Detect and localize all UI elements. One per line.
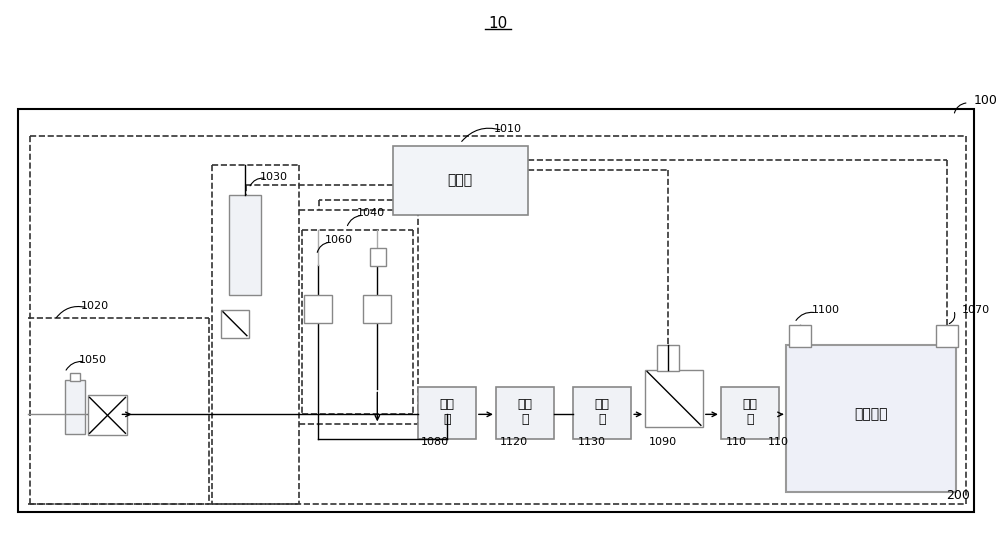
Text: 混合: 混合 [440,398,455,411]
Bar [363,295,391,323]
Text: 器: 器 [521,413,528,426]
Text: 1040: 1040 [357,208,385,218]
Text: 110: 110 [726,437,747,447]
Bar [657,345,679,371]
Bar [229,195,261,295]
Text: 1130: 1130 [577,437,605,447]
Bar [88,395,127,436]
Text: 1050: 1050 [79,354,107,365]
Bar [936,325,958,347]
Text: 1060: 1060 [324,235,352,245]
Text: 1090: 1090 [649,437,677,447]
Bar [786,345,956,492]
Bar [393,146,528,215]
Text: 器: 器 [443,413,451,426]
Text: 1120: 1120 [500,437,528,447]
Bar [65,380,85,434]
Bar [573,387,631,439]
Bar [789,325,811,347]
Bar [70,373,80,380]
Text: 冷却: 冷却 [595,398,610,411]
Bar [370,248,386,266]
Bar [304,295,332,323]
Text: 10: 10 [488,16,507,31]
Text: 动力装置: 动力装置 [854,407,888,421]
Text: 阻火: 阻火 [742,398,757,411]
Bar [418,387,476,439]
Text: 110: 110 [768,437,789,447]
Bar [221,310,249,338]
Text: 1030: 1030 [260,173,288,182]
Bar [18,109,974,512]
Bar [721,387,779,439]
Text: 器: 器 [746,413,753,426]
Text: 100: 100 [974,94,998,107]
Text: 增压: 增压 [517,398,532,411]
Bar [645,370,703,427]
Text: 1020: 1020 [81,301,109,311]
Text: 1010: 1010 [494,124,522,134]
Text: 1070: 1070 [962,305,990,315]
Text: 1080: 1080 [421,437,449,447]
Text: 控制器: 控制器 [447,174,473,187]
Text: 器: 器 [599,413,606,426]
Text: 1100: 1100 [812,305,840,315]
Text: 200: 200 [946,490,970,503]
Bar [496,387,554,439]
